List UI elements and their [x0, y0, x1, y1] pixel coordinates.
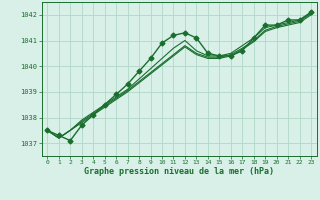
X-axis label: Graphe pression niveau de la mer (hPa): Graphe pression niveau de la mer (hPa) [84, 167, 274, 176]
